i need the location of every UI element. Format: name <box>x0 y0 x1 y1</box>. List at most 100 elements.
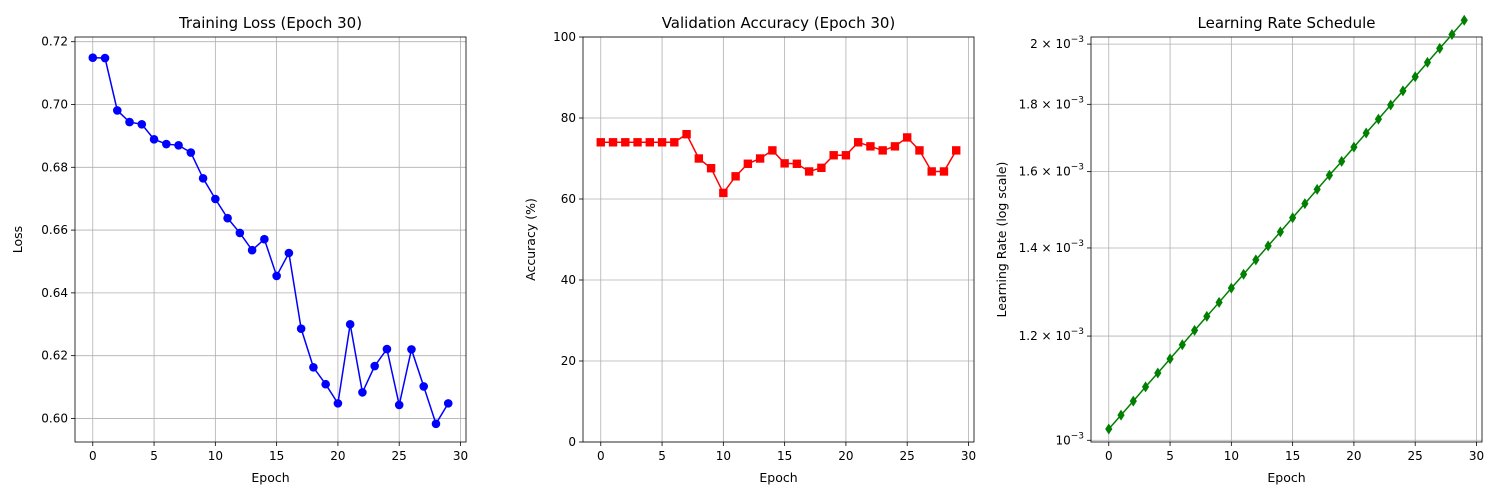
x-tick-label: 10 <box>1224 449 1239 463</box>
x-axis-label: Epoch <box>1267 470 1305 485</box>
y-tick-label: 1.6 × 10−3 <box>1019 163 1084 179</box>
series-line <box>600 133 957 195</box>
y-tick-label: 0.70 <box>41 98 68 112</box>
y-tick-mantissa: 1.8 × <box>1019 97 1056 111</box>
y-tick-label: 10−3 <box>1055 431 1084 447</box>
data-point <box>1448 28 1456 40</box>
data-point <box>321 379 330 389</box>
data-point <box>841 151 851 160</box>
data-point <box>1215 296 1223 308</box>
y-tick-exponent: −3 <box>1071 431 1084 441</box>
data-point <box>272 271 281 281</box>
data-point <box>1399 85 1407 97</box>
data-point <box>235 228 245 238</box>
y-tick-label: 0.62 <box>41 349 68 363</box>
axes-frame <box>74 36 467 443</box>
data-point <box>890 142 900 151</box>
y-tick-exponent: −3 <box>1071 239 1084 249</box>
y-tick-label: 0 <box>568 435 576 449</box>
chart-panel-1: 0 5 10 15 20 25 30 0.60 0.62 0.64 0.66 0.68 0.70 0.72… <box>10 14 468 485</box>
data-point <box>657 138 667 147</box>
data-point <box>223 213 232 223</box>
data-point <box>1301 198 1309 210</box>
data-point <box>633 138 642 147</box>
data-point <box>1141 381 1150 393</box>
x-tick-label: 10 <box>716 449 731 463</box>
data-point <box>1154 367 1162 379</box>
data-point <box>1289 212 1297 224</box>
series-line <box>92 56 449 426</box>
y-tick-label: 1.2 × 10−3 <box>1019 327 1084 343</box>
data-point <box>1227 282 1235 294</box>
data-point <box>1276 226 1284 238</box>
data-point <box>706 164 716 173</box>
y-tick-base: 10 <box>1055 165 1070 179</box>
x-tick-label: 15 <box>777 449 792 463</box>
data-point <box>1252 254 1260 266</box>
data-point <box>296 324 306 333</box>
y-tick-label: 0.72 <box>41 35 68 49</box>
data-point <box>1411 71 1419 83</box>
chart-panel-2: 0 5 10 15 20 25 30 0 20 40 60 80 100 Validation Accur… <box>523 14 976 485</box>
data-point <box>1338 155 1346 167</box>
y-tick-label: 0.64 <box>41 286 68 300</box>
data-point <box>198 173 208 183</box>
data-point <box>804 167 814 176</box>
x-tick-label: 25 <box>392 449 407 463</box>
series-line <box>1108 19 1465 430</box>
x-tick-label: 15 <box>269 449 284 463</box>
y-tick-base: 10 <box>1055 241 1070 255</box>
data-point <box>186 148 196 157</box>
y-tick-label: 0.60 <box>41 411 68 425</box>
data-point <box>137 119 147 129</box>
data-point <box>88 53 98 63</box>
data-point <box>768 146 777 155</box>
data-point <box>1362 127 1370 139</box>
data-point <box>1166 353 1174 365</box>
data-point <box>149 135 159 144</box>
data-point <box>596 138 605 147</box>
data-point <box>1117 409 1125 421</box>
data-point <box>694 154 704 163</box>
y-tick-exponent: −3 <box>1071 95 1084 105</box>
data-point <box>419 382 429 391</box>
y-tick-label: 0.68 <box>41 160 68 174</box>
chart-title: Learning Rate Schedule <box>1198 14 1376 32</box>
y-tick-label: 60 <box>561 192 576 206</box>
y-tick-mantissa: 1.2 × <box>1019 329 1056 343</box>
x-tick-label: 20 <box>1346 449 1361 463</box>
data-point <box>260 234 269 244</box>
x-tick-label: 15 <box>1285 449 1300 463</box>
data-point <box>853 138 863 147</box>
data-point <box>829 151 838 160</box>
data-point <box>1387 99 1395 111</box>
data-point <box>125 117 134 127</box>
data-point <box>1203 310 1211 322</box>
axes-frame <box>582 36 975 443</box>
data-point <box>1190 324 1199 336</box>
y-tick-label: 1.4 × 10−3 <box>1019 239 1084 255</box>
data-point <box>1374 113 1383 125</box>
x-tick-label: 5 <box>658 449 666 463</box>
data-point <box>370 361 379 371</box>
data-point <box>621 138 630 147</box>
data-point <box>162 139 171 149</box>
data-point <box>100 53 110 63</box>
data-point <box>682 130 691 139</box>
data-point <box>902 133 912 142</box>
y-tick-label: 20 <box>561 354 576 368</box>
data-point <box>309 362 318 372</box>
data-point <box>645 138 655 147</box>
x-tick-label: 5 <box>150 449 158 463</box>
x-tick-label: 5 <box>1166 449 1174 463</box>
data-point <box>284 248 294 258</box>
data-point <box>1460 14 1468 26</box>
data-point <box>407 345 416 354</box>
x-tick-label: 30 <box>961 449 976 463</box>
data-point <box>866 142 875 151</box>
data-point <box>927 167 936 176</box>
data-point <box>952 146 961 155</box>
y-tick-base: 10 <box>1055 37 1070 51</box>
data-point <box>1325 169 1333 181</box>
